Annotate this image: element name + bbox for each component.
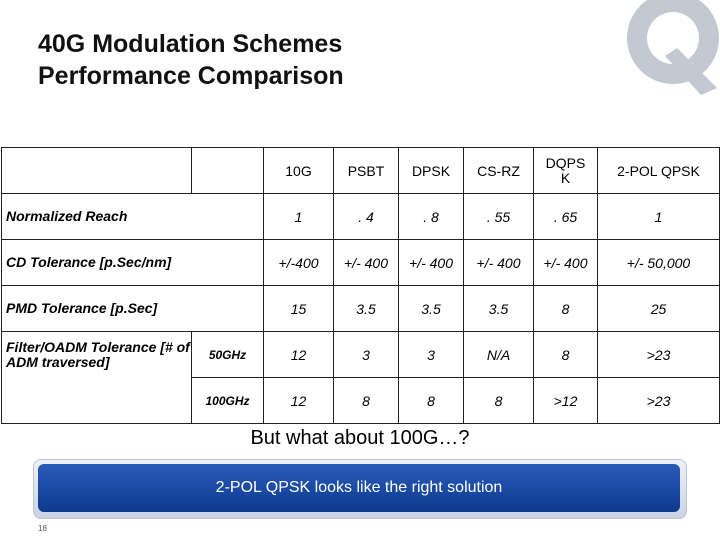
table-cell: 3.5: [333, 285, 399, 332]
slide-title-line1: 40G Modulation Schemes: [38, 30, 343, 58]
table-cell: . 55: [463, 193, 534, 240]
table-cell: >23: [597, 377, 720, 424]
table-cell: 3: [333, 331, 399, 378]
table-cell: 8: [398, 377, 464, 424]
row-label: Normalized Reach: [1, 193, 264, 240]
slide-title: 40G Modulation Schemes Performance Compa…: [38, 28, 344, 92]
table-cell: . 65: [533, 193, 598, 240]
table-cell: +/- 400: [333, 239, 399, 286]
header-cell: CS-RZ: [463, 147, 534, 194]
banner-text: 2-POL QPSK looks like the right solution: [215, 479, 503, 496]
table-cell: 3.5: [398, 285, 464, 332]
table-cell: +/- 400: [533, 239, 598, 286]
row-label: CD Tolerance [p.Sec/nm]: [1, 239, 264, 286]
page-number: 18: [38, 524, 47, 533]
table-cell: 8: [333, 377, 399, 424]
header-cell: 2-POL QPSK: [597, 147, 720, 194]
table-cell: +/- 50,000: [597, 239, 720, 286]
header-spacer: [191, 147, 264, 194]
row-sublabel: 100GHz: [191, 377, 264, 424]
comparison-table: 10G PSBT DPSK CS-RZ DQPS K 2-POL QPSK No…: [1, 147, 720, 424]
header-cell: 10G: [263, 147, 334, 194]
table-row: 100GHz 12 8 8 8 >12 >23: [2, 377, 720, 424]
row-sublabel: 50GHz: [191, 331, 264, 378]
header-cell: PSBT: [333, 147, 399, 194]
table-cell: 8: [463, 377, 534, 424]
table-cell: 8: [533, 285, 598, 332]
table-cell: . 8: [398, 193, 464, 240]
question-text: But what about 100G…?: [250, 427, 470, 449]
table-cell: 15: [263, 285, 334, 332]
header-corner: [1, 147, 192, 194]
table-cell: 3.5: [463, 285, 534, 332]
table-cell: 1: [263, 193, 334, 240]
banner: [38, 464, 680, 512]
table-row: Normalized Reach 1 . 4 . 8 . 55 . 65 1: [1, 193, 720, 240]
table-cell: +/- 400: [398, 239, 464, 286]
table-cell: N/A: [463, 331, 534, 378]
row-label: Filter/OADM Tolerance [# of ADM traverse…: [1, 331, 192, 424]
table-header-row: 10G PSBT DPSK CS-RZ DQPS K 2-POL QPSK: [1, 147, 720, 194]
table-row: CD Tolerance [p.Sec/nm] +/-400 +/- 400 +…: [1, 239, 720, 286]
table-row: PMD Tolerance [p.Sec] 15 3.5 3.5 3.5 8 2…: [1, 285, 720, 332]
company-logo-icon: [627, 0, 719, 95]
table-cell: 25: [597, 285, 720, 332]
row-label: PMD Tolerance [p.Sec]: [1, 285, 264, 332]
table-cell: +/-400: [263, 239, 334, 286]
table-cell: >23: [597, 331, 720, 378]
table-cell: 12: [263, 331, 334, 378]
table-cell: 1: [597, 193, 720, 240]
table-cell: +/- 400: [463, 239, 534, 286]
table-row: Filter/OADM Tolerance [# of ADM traverse…: [1, 331, 720, 424]
table-cell: 8: [533, 331, 598, 378]
table-cell: 12: [263, 377, 334, 424]
header-cell: DPSK: [398, 147, 464, 194]
table-cell: . 4: [333, 193, 399, 240]
header-cell: DQPS K: [533, 147, 598, 194]
table-cell: 3: [398, 331, 464, 378]
table-cell: >12: [533, 377, 598, 424]
slide-title-line2: Performance Comparison: [38, 62, 344, 90]
